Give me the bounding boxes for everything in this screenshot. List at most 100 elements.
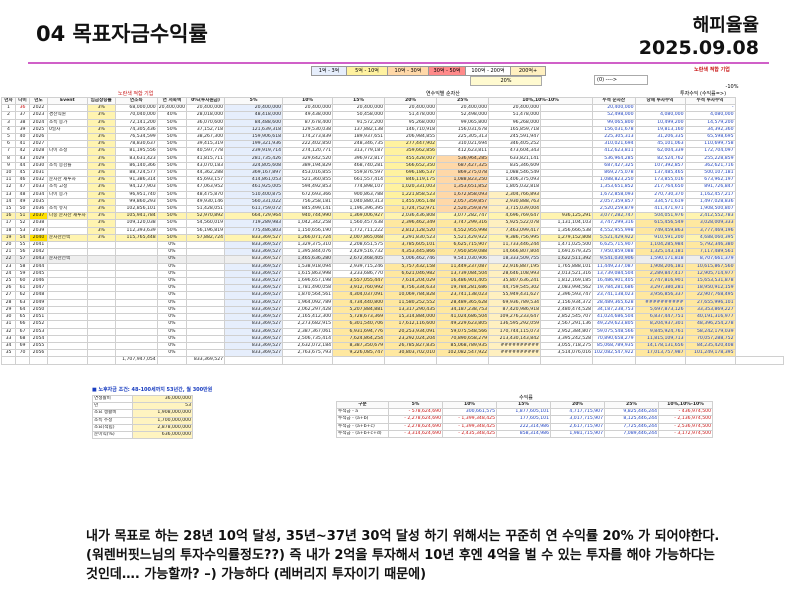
- table-cell[interactable]: 0%: [156, 284, 188, 293]
- table-cell[interactable]: [540, 154, 594, 163]
- table-cell[interactable]: 62,004,339: [634, 147, 686, 156]
- table-cell[interactable]: 521,360,855: [282, 176, 334, 185]
- table-cell[interactable]: 2043: [29, 255, 48, 264]
- table-cell[interactable]: 611,759,072: [224, 205, 284, 214]
- table-cell[interactable]: 536,964,285: [436, 154, 490, 163]
- return-cell[interactable]: 177,605,101: [496, 415, 551, 424]
- table-cell[interactable]: 2,747,816,901: [634, 277, 686, 286]
- table-cell[interactable]: 28,646,108,993: [488, 269, 542, 279]
- summary-cell[interactable]: 636,000,000: [132, 431, 193, 440]
- table-cell[interactable]: 99,065,800: [592, 118, 636, 127]
- table-cell[interactable]: 69: [15, 341, 30, 351]
- table-cell[interactable]: [114, 262, 158, 271]
- table-cell[interactable]: 910,591,200: [634, 233, 686, 243]
- table-cell[interactable]: 2047: [29, 284, 48, 293]
- table-cell[interactable]: 2042: [29, 248, 48, 257]
- table-cell[interactable]: 7,950,859,088: [436, 248, 490, 257]
- table-cell[interactable]: 136,595,292,059: [488, 320, 542, 329]
- table-cell[interactable]: 65: [15, 313, 30, 322]
- table-cell[interactable]: 3,233,686,770: [332, 269, 386, 279]
- summary-cell[interactable]: 소득 추정: [92, 416, 133, 425]
- table-cell[interactable]: 3,912,760,992: [332, 284, 386, 293]
- table-cell[interactable]: 4,552,955,998: [436, 226, 490, 235]
- table-cell[interactable]: [114, 255, 158, 264]
- table-cell[interactable]: 11,815,109,713: [634, 334, 686, 343]
- table-cell[interactable]: 673,962,197: [684, 176, 736, 185]
- table-cell[interactable]: 1,104,285,984: [634, 241, 686, 250]
- table-cell[interactable]: 12: [1, 183, 16, 192]
- table-cell[interactable]: ##########: [488, 349, 542, 358]
- table-cell[interactable]: 2,165,412,300: [282, 313, 334, 322]
- table-cell[interactable]: 나이 조정: [47, 147, 88, 156]
- table-cell[interactable]: 7,950,859,088: [592, 248, 636, 257]
- table-cell[interactable]: 28,018,000: [186, 111, 226, 120]
- table-cell[interactable]: 66: [15, 320, 30, 329]
- table-cell[interactable]: 7,614,204,029: [384, 277, 438, 286]
- table-cell[interactable]: [186, 255, 226, 264]
- table-cell[interactable]: 20,400,000: [332, 104, 386, 113]
- table-cell[interactable]: 936,125,291: [540, 212, 594, 221]
- table-cell[interactable]: 0%: [156, 269, 188, 279]
- table-cell[interactable]: 50: [15, 205, 30, 214]
- table-cell[interactable]: [86, 248, 116, 257]
- table-cell[interactable]: 14: [1, 197, 16, 207]
- table-cell[interactable]: 833,369,527: [224, 334, 284, 343]
- table-cell[interactable]: 2031: [29, 169, 48, 178]
- table-cell[interactable]: 19,784,281,686: [436, 284, 490, 293]
- table-cell[interactable]: 59,075,548,566: [436, 327, 490, 336]
- table-cell[interactable]: 115,765,448: [114, 233, 158, 243]
- table-cell[interactable]: 206,984,855: [384, 133, 438, 142]
- return-cell[interactable]: 1,981,715,907: [550, 429, 605, 439]
- table-cell[interactable]: 47,063,952: [186, 183, 226, 192]
- table-cell[interactable]: 389,194,829: [282, 161, 334, 171]
- table-cell[interactable]: 50%: [156, 169, 188, 178]
- table-cell[interactable]: 1,329,375,310: [282, 241, 334, 250]
- table-cell[interactable]: 1,964,092,789: [282, 298, 334, 307]
- table-cell[interactable]: 4,080,000: [634, 111, 686, 120]
- table-cell[interactable]: 20,400,000: [224, 104, 284, 113]
- table-cell[interactable]: [86, 305, 116, 315]
- table-cell[interactable]: 41,024,686,504: [436, 313, 490, 322]
- table-cell[interactable]: 310,021,694: [592, 140, 636, 149]
- table-cell[interactable]: 20,253,934,091: [384, 327, 438, 336]
- table-cell[interactable]: 4,304,037,091: [332, 291, 386, 300]
- table-cell[interactable]: 199,321,936: [224, 140, 284, 149]
- table-cell[interactable]: 86,140,366: [114, 161, 158, 171]
- table-cell[interactable]: [186, 248, 226, 257]
- table-cell[interactable]: 40,191,316,977: [684, 313, 736, 322]
- table-cell[interactable]: 891,726,847: [684, 183, 736, 192]
- table-cell[interactable]: 2,930,888,763: [488, 197, 542, 207]
- table-cell[interactable]: [540, 125, 594, 135]
- table-cell[interactable]: 833,369,527: [224, 241, 284, 250]
- table-cell[interactable]: 833,369,527: [224, 277, 284, 286]
- table-cell[interactable]: 85,068,789,935: [592, 341, 636, 351]
- table-cell[interactable]: 14,579,200: [684, 118, 736, 127]
- table-cell[interactable]: 37,152,718: [186, 125, 226, 135]
- table-cell[interactable]: 52,498,000: [592, 111, 636, 120]
- table-cell[interactable]: [114, 277, 158, 286]
- table-cell[interactable]: [114, 341, 158, 351]
- table-cell[interactable]: 1,088,823,250: [436, 176, 490, 185]
- table-cell[interactable]: 414,861,053: [224, 176, 284, 185]
- table-cell[interactable]: 96,951,740: [114, 190, 158, 199]
- table-cell[interactable]: 0%: [156, 277, 188, 286]
- table-cell[interactable]: 2046: [29, 277, 48, 286]
- table-cell[interactable]: 4,353,445,866: [384, 248, 438, 257]
- table-cell[interactable]: 소득 증감률: [47, 161, 88, 171]
- summary-cell[interactable]: 1,700,000,000: [132, 416, 193, 425]
- table-cell[interactable]: 52,498,000: [436, 111, 490, 120]
- table-cell[interactable]: 2,506,735,414: [282, 334, 334, 343]
- table-cell[interactable]: 277,447,902: [384, 140, 438, 149]
- table-cell[interactable]: 87,420,986,918: [488, 305, 542, 315]
- table-cell[interactable]: 50,458,000: [332, 111, 386, 120]
- table-cell[interactable]: 146,710,918: [384, 125, 438, 135]
- table-cell[interactable]: [47, 248, 88, 257]
- table-cell[interactable]: 2041: [29, 241, 48, 250]
- table-cell[interactable]: 3,557,055,447: [332, 277, 386, 286]
- table-cell[interactable]: 0%: [156, 341, 188, 351]
- table-cell[interactable]: 2,952,384,807: [540, 327, 594, 336]
- table-cell[interactable]: [540, 190, 594, 199]
- table-cell[interactable]: 34: [1, 341, 16, 351]
- table-cell[interactable]: 2,632,072,184: [282, 341, 334, 351]
- table-cell[interactable]: [86, 284, 116, 293]
